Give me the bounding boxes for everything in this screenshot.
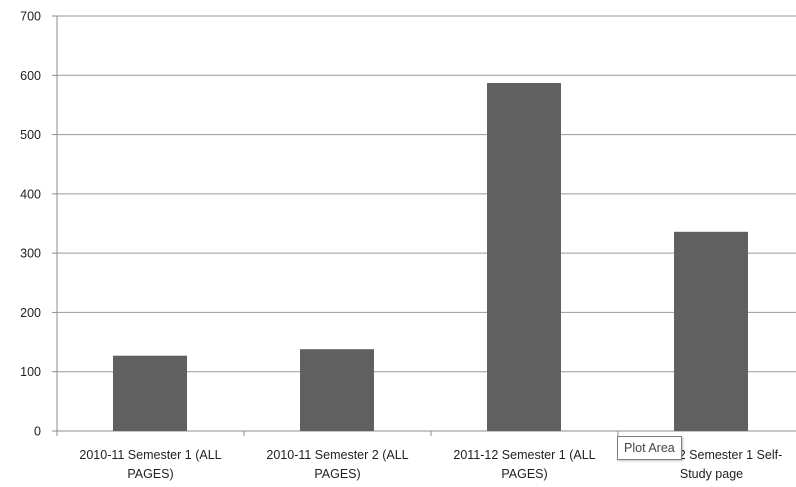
x-category-label-line: PAGES) xyxy=(314,467,360,481)
y-tick-label: 200 xyxy=(20,306,41,320)
x-category-label-line: PAGES) xyxy=(501,467,547,481)
x-category-label-line: 2010-11 Semester 2 (ALL xyxy=(266,448,408,462)
y-tick-label: 0 xyxy=(34,425,41,439)
x-category-label-line: 2011-12 Semester 1 (ALL xyxy=(453,448,595,462)
y-tick-label: 600 xyxy=(20,69,41,83)
y-tick-label: 300 xyxy=(20,247,41,261)
y-tick-label: 500 xyxy=(20,128,41,142)
x-category-label-line: Study page xyxy=(680,467,743,481)
bar-2[interactable] xyxy=(487,82,561,431)
x-category-label: 2010-11 Semester 1 (ALL PAGES) xyxy=(79,448,221,481)
x-category-label-line: 2010-11 Semester 1 (ALL xyxy=(79,448,221,462)
plot-area-tooltip: Plot Area xyxy=(617,436,682,460)
y-tick-label: 400 xyxy=(20,187,41,201)
y-tick-label: 100 xyxy=(20,365,41,379)
y-tick-label: 700 xyxy=(20,10,41,24)
x-category-label: 2011-12 Semester 1 (ALL PAGES) xyxy=(453,448,595,481)
bar-3[interactable] xyxy=(674,231,748,431)
x-category-label-line: PAGES) xyxy=(127,467,173,481)
bar-1[interactable] xyxy=(300,349,374,431)
bar-0[interactable] xyxy=(113,355,187,431)
x-category-label: 2010-11 Semester 2 (ALL PAGES) xyxy=(266,448,408,481)
